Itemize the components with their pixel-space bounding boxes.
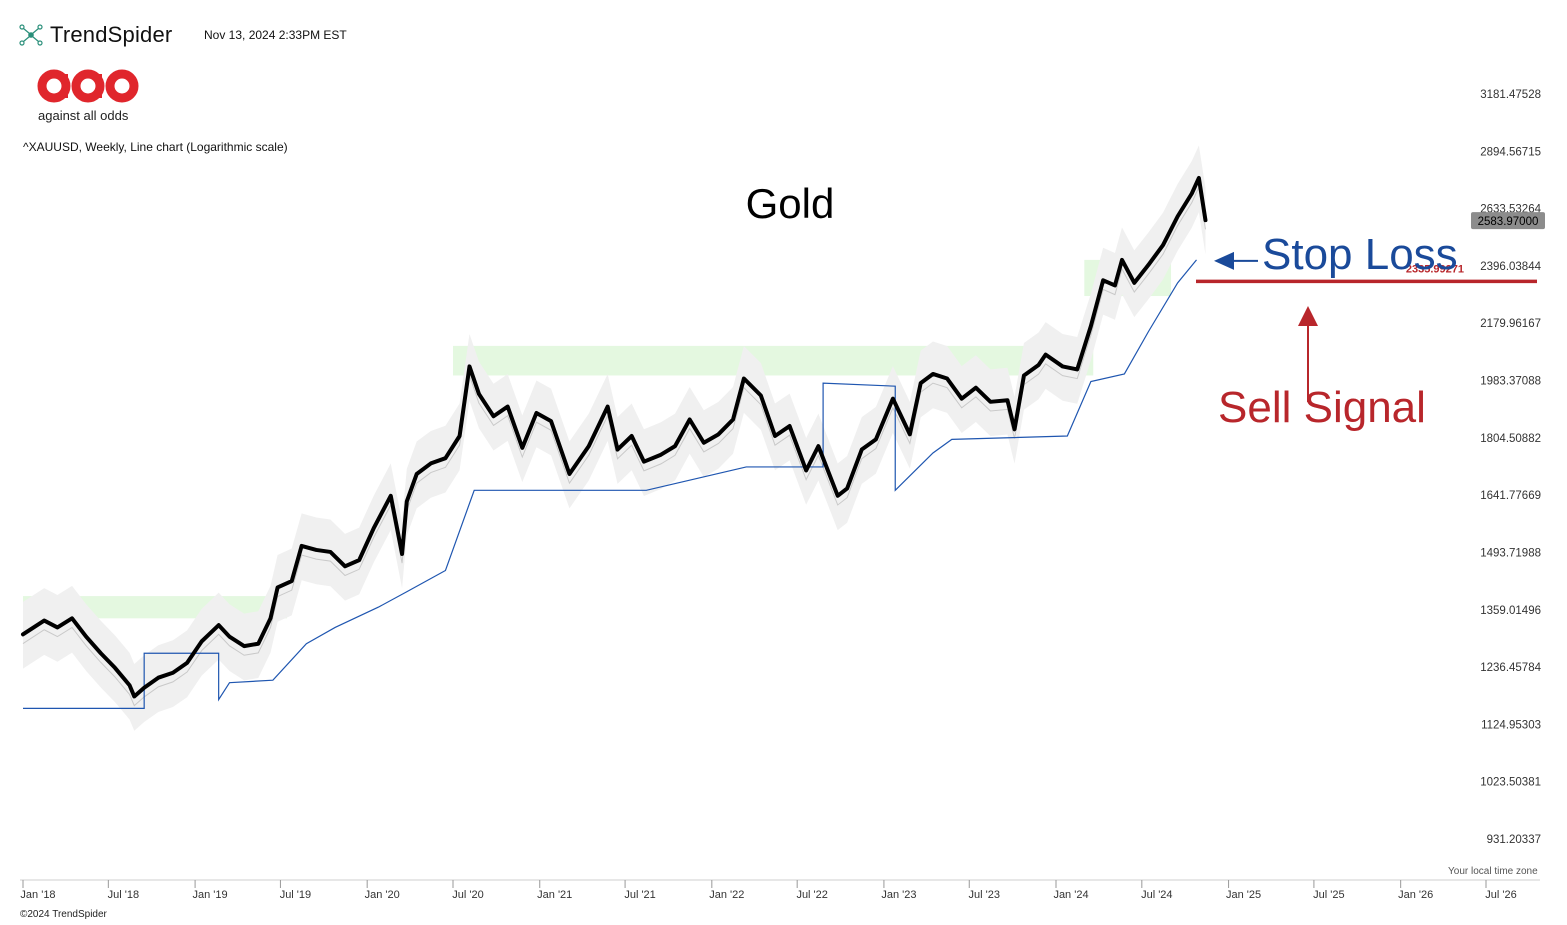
y-tick-label: 1124.95303: [1481, 719, 1541, 731]
x-tick-label: Jan '26: [1398, 889, 1433, 901]
y-tick-label: 2396.03844: [1480, 261, 1541, 273]
brand-header: TrendSpider: [18, 22, 172, 48]
x-tick-label: Jul '21: [624, 889, 655, 901]
chart-title: Gold: [745, 180, 835, 227]
timestamp: Nov 13, 2024 2:33PM EST: [204, 28, 347, 42]
copyright: ©2024 TrendSpider: [20, 909, 107, 920]
local-time-zone-note: Your local time zone: [1448, 866, 1538, 877]
y-axis: 3181.475282894.567152633.532642396.03844…: [1471, 89, 1545, 846]
x-tick-label: Jan '24: [1053, 889, 1088, 901]
y-tick-label: 1023.50381: [1480, 777, 1541, 789]
trailing-stop-line: [23, 259, 1197, 710]
price-line: [21, 175, 1208, 699]
last-price-value: 2583.97000: [1478, 216, 1539, 228]
x-tick-label: Jan '20: [365, 889, 400, 901]
x-tick-label: Jul '24: [1141, 889, 1172, 901]
y-tick-label: 1236.45784: [1480, 662, 1541, 674]
x-tick-label: Jan '22: [709, 889, 744, 901]
y-tick-label: 1641.77669: [1480, 490, 1541, 502]
stop-loss-label: Stop Loss: [1262, 230, 1458, 279]
chart-subtitle: ^XAUUSD, Weekly, Line chart (Logarithmic…: [23, 140, 288, 154]
y-tick-label: 1359.01496: [1480, 605, 1541, 617]
logo-tagline: against all odds: [38, 108, 129, 123]
x-tick-label: Jul '25: [1313, 889, 1344, 901]
x-tick-label: Jul '18: [108, 889, 139, 901]
trailing-stop-layer: [23, 259, 1197, 710]
x-tick-label: Jul '19: [280, 889, 311, 901]
y-tick-label: 3181.47528: [1480, 89, 1541, 101]
annotations: 2335.99271: [1196, 251, 1537, 402]
x-tick-label: Jul '23: [969, 889, 1000, 901]
y-tick-label: 2179.96167: [1480, 318, 1541, 330]
x-tick-label: Jan '23: [881, 889, 916, 901]
x-tick-label: Jul '22: [796, 889, 827, 901]
last-price-badge: [1471, 212, 1545, 230]
sell-arrowhead-icon: [1298, 306, 1318, 326]
x-axis: Jan '18 Jul '18 Jan '19 Jul '19 Jan '20 Jul '…: [20, 879, 1540, 901]
sell-signal-label: Sell Signal: [1218, 383, 1426, 432]
brand-name: TrendSpider: [50, 22, 173, 47]
x-tick-label: Jul '26: [1485, 889, 1516, 901]
y-tick-label: 931.20337: [1487, 834, 1541, 846]
stop-arrowhead-icon: [1214, 251, 1234, 270]
y-tick-label: 2894.56715: [1480, 146, 1541, 158]
y-tick-label: 1493.71988: [1480, 547, 1541, 559]
x-tick-label: Jan '25: [1226, 889, 1261, 901]
channel-midline: [22, 185, 1206, 707]
y-tick-label: 1983.37088: [1480, 376, 1541, 388]
price-layer: [21, 175, 1208, 699]
x-tick-label: Jan '21: [537, 889, 572, 901]
sell-level-label: 2335.99271: [1406, 263, 1464, 275]
x-tick-label: Jul '20: [452, 889, 483, 901]
x-tick-label: Jan '19: [193, 889, 228, 901]
trendspider-logo-icon: [19, 24, 43, 46]
x-tick-label: Jan '18: [20, 889, 55, 901]
y-tick-label: 1804.50882: [1480, 433, 1541, 445]
aao-logo: [37, 69, 139, 103]
